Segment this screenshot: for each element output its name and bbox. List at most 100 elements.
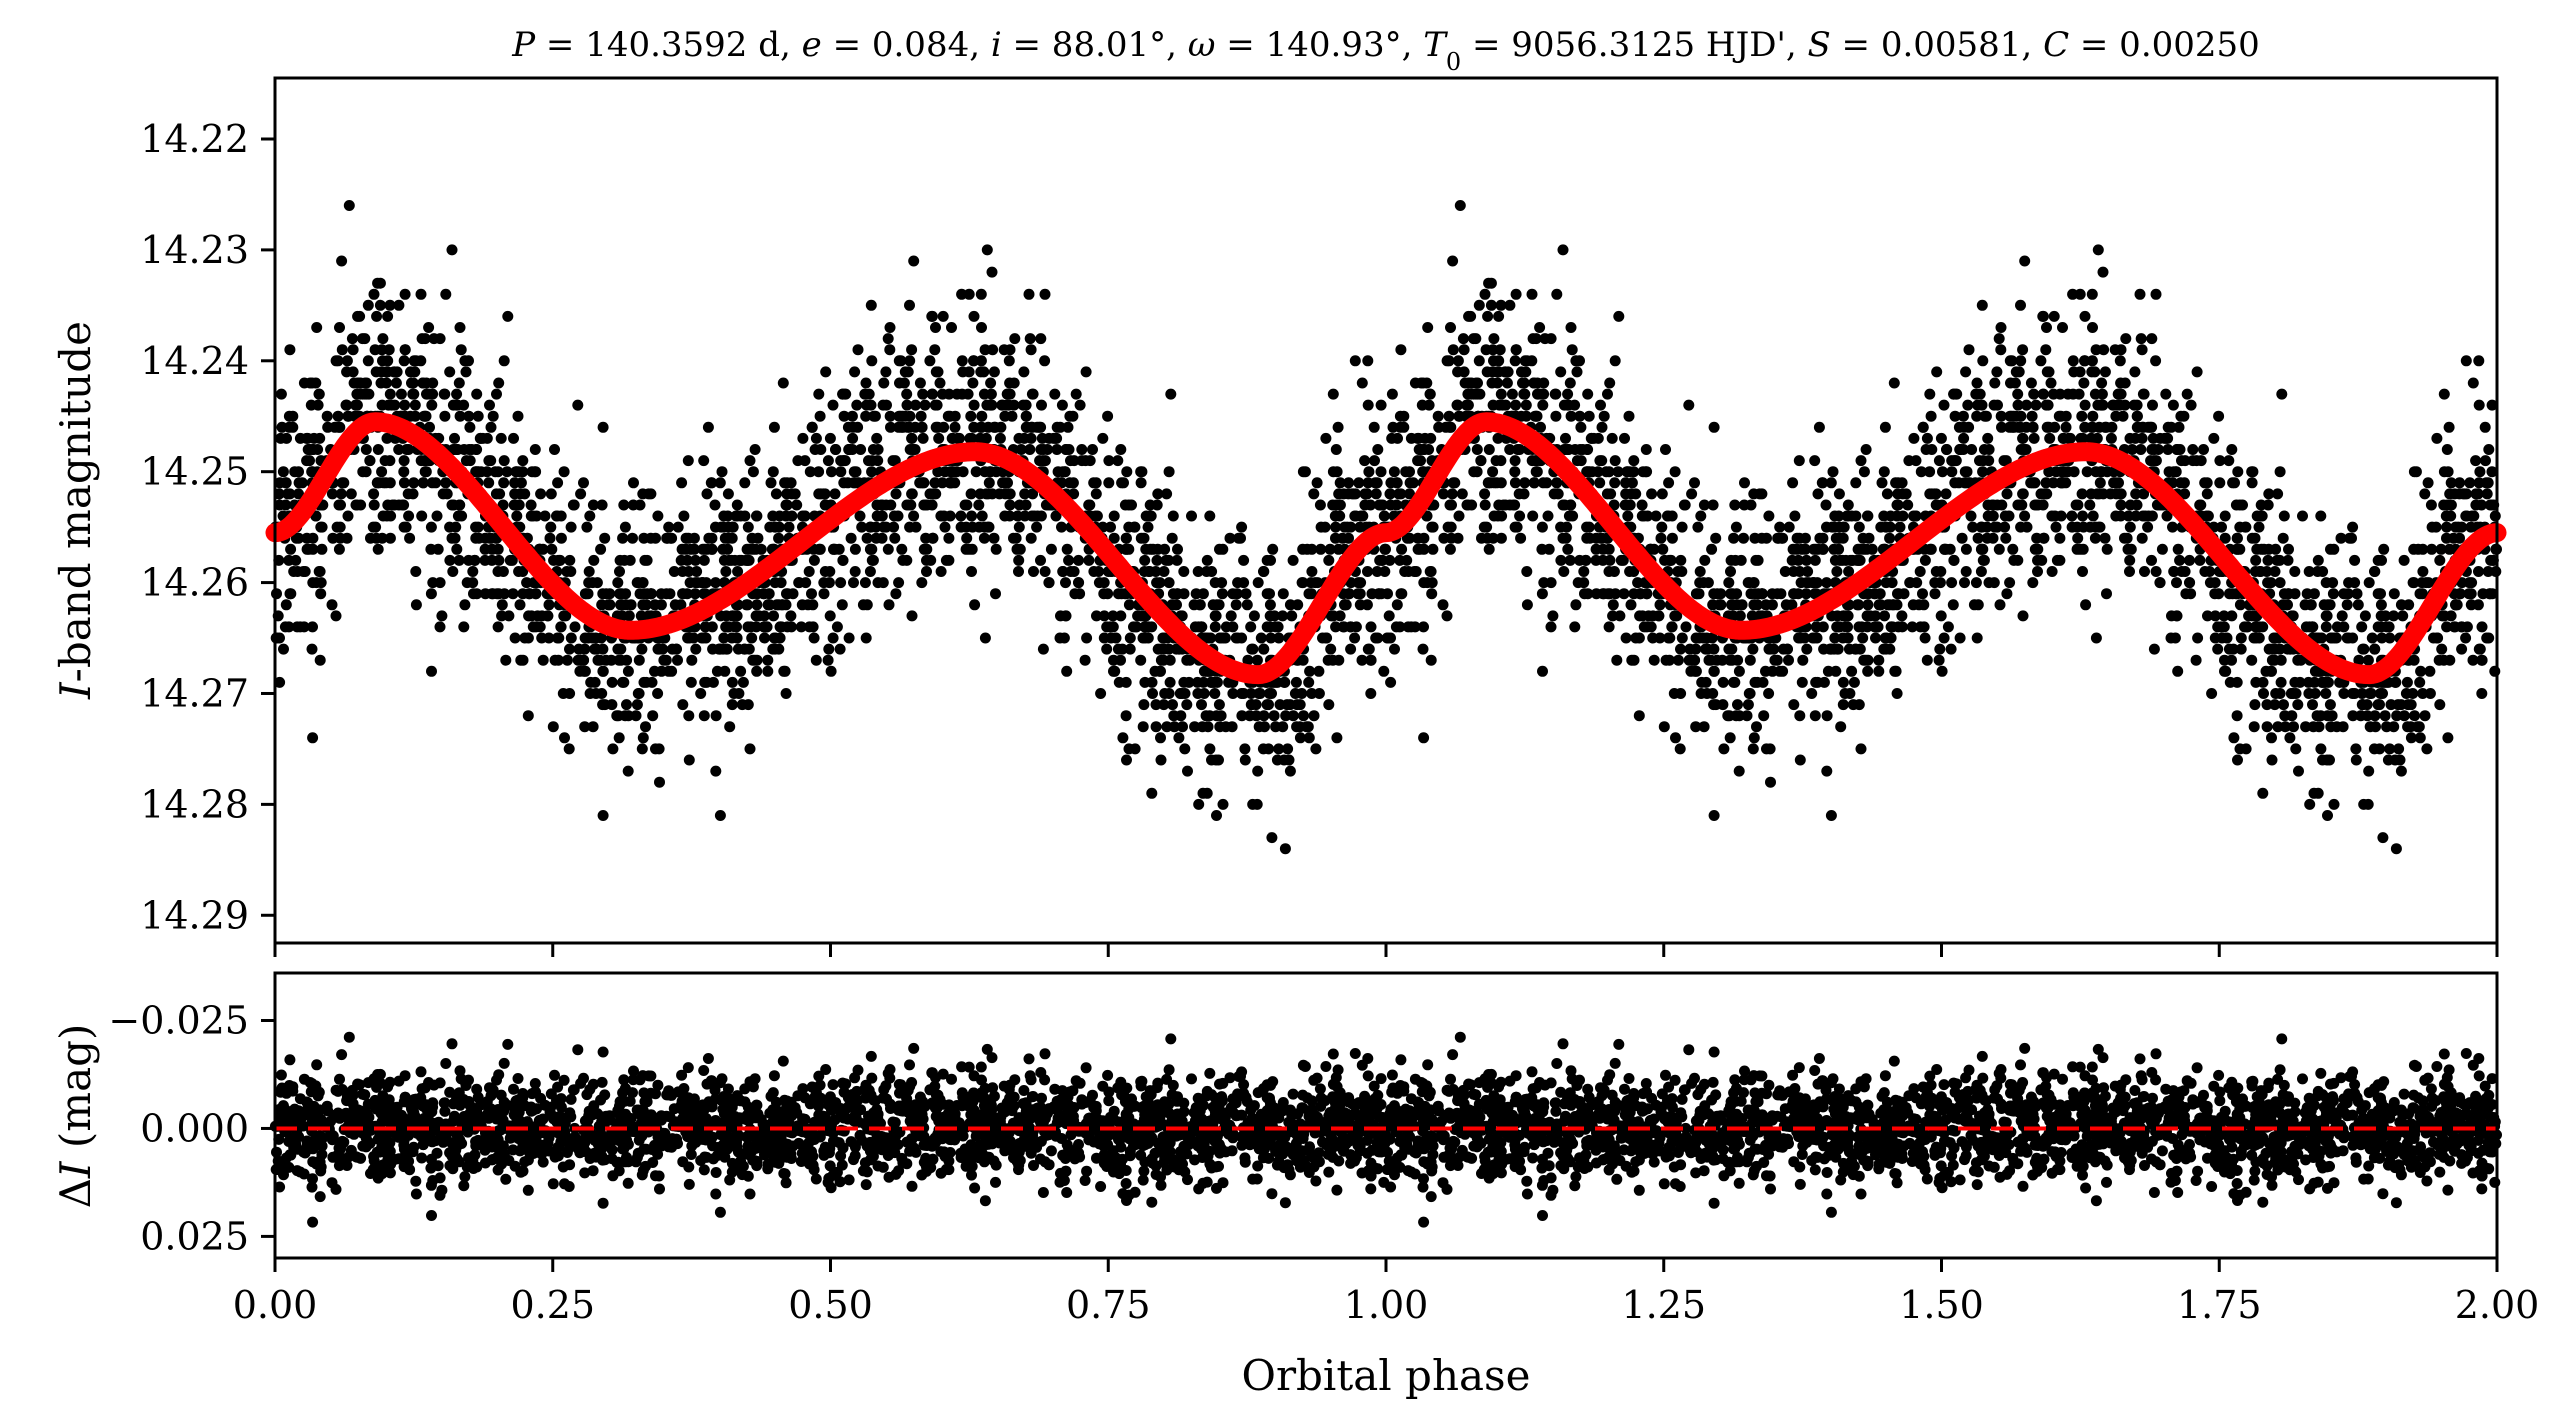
light-curve-point — [1733, 710, 1745, 722]
light-curve-point — [1138, 699, 1150, 711]
light-curve-point — [1935, 432, 1947, 444]
light-curve-point — [330, 610, 342, 622]
light-curve-point — [1433, 421, 1445, 433]
light-curve-point — [670, 643, 682, 655]
light-curve-point — [1660, 654, 1672, 666]
light-curve-point — [2307, 621, 2319, 633]
light-curve-point — [1693, 632, 1705, 644]
light-curve-point — [1765, 776, 1776, 788]
light-curve-point — [2174, 444, 2186, 455]
light-curve-point — [2057, 322, 2068, 333]
light-curve-point — [1532, 388, 1543, 400]
light-curve-point — [1830, 532, 1842, 544]
light-curve-point — [434, 621, 446, 633]
light-curve-point — [1458, 366, 1470, 378]
light-curve-point — [2032, 554, 2043, 566]
light-curve-point — [1487, 466, 1499, 478]
light-curve-point — [622, 765, 634, 777]
light-curve-point — [1482, 310, 1494, 322]
light-curve-point — [419, 410, 431, 422]
light-curve-point — [793, 577, 805, 589]
light-curve-point — [1781, 643, 1793, 655]
light-curve-point — [2185, 588, 2197, 600]
light-curve-point — [410, 566, 422, 577]
light-curve-point — [2420, 577, 2432, 589]
light-curve-point — [1892, 499, 1904, 511]
light-curve-point — [654, 776, 665, 788]
light-curve-point — [1840, 621, 1852, 633]
light-curve-point — [492, 566, 504, 577]
light-curve-point — [2226, 654, 2237, 666]
light-curve-point — [1015, 444, 1027, 455]
light-curve-point — [1008, 377, 1020, 389]
light-curve-point — [884, 410, 896, 422]
light-curve-point — [2253, 632, 2265, 644]
light-curve-point — [1297, 543, 1309, 555]
light-curve-point — [2134, 288, 2146, 300]
light-curve-point — [2119, 377, 2131, 389]
light-curve-point — [1569, 621, 1581, 633]
light-curve-point — [2489, 665, 2501, 677]
light-curve-point — [880, 366, 892, 378]
light-curve-point — [2081, 466, 2093, 478]
light-curve-point — [1900, 488, 1912, 500]
light-curve-point — [676, 477, 688, 489]
light-curve-point — [1991, 366, 2003, 378]
light-curve-point — [2347, 710, 2359, 722]
light-curve-point — [475, 432, 487, 444]
light-curve-point — [1534, 322, 1546, 333]
light-curve-point — [552, 477, 564, 489]
light-curve-point — [604, 588, 616, 600]
light-curve-point — [1168, 721, 1180, 733]
light-curve-point — [1831, 643, 1843, 655]
light-curve-point — [1761, 532, 1772, 544]
light-curve-point — [2388, 588, 2400, 600]
light-curve-point — [1142, 632, 1154, 644]
light-curve-point — [701, 488, 713, 500]
light-curve-point — [1117, 732, 1129, 744]
light-curve-point — [1690, 721, 1702, 733]
light-curve-point — [381, 377, 392, 389]
light-curve-point — [901, 388, 913, 400]
light-curve-point — [1699, 554, 1711, 566]
light-curve-point — [1625, 599, 1637, 611]
light-curve-point — [963, 543, 975, 555]
light-curve-point — [1120, 532, 1132, 544]
light-curve-point — [1660, 444, 1671, 455]
light-curve-point — [2356, 621, 2368, 633]
light-curve-point — [1013, 432, 1025, 444]
light-curve-point — [2417, 688, 2429, 699]
light-curve-point — [998, 344, 1010, 356]
light-curve-point — [1331, 732, 1343, 744]
light-curve-point — [310, 377, 322, 389]
light-curve-point — [612, 577, 624, 589]
light-curve-point — [990, 543, 1002, 555]
light-curve-point — [1353, 477, 1365, 489]
light-curve-point — [1209, 676, 1220, 688]
light-curve-point — [2234, 743, 2246, 755]
light-curve-point — [446, 244, 458, 256]
light-curve-point — [1483, 543, 1495, 555]
light-curve-point — [1738, 499, 1750, 511]
light-curve-point — [579, 588, 591, 600]
light-curve-point — [1946, 466, 1958, 478]
light-curve-point — [1891, 510, 1903, 522]
light-curve-point — [678, 510, 690, 522]
light-curve-point — [2184, 577, 2196, 589]
light-curve-point — [2072, 532, 2084, 544]
light-curve-point — [1648, 654, 1660, 666]
light-curve-point — [587, 721, 599, 733]
light-curve-point — [313, 388, 325, 400]
light-curve-point — [2297, 510, 2308, 522]
light-curve-point — [825, 665, 837, 677]
light-curve-point — [1967, 521, 1979, 533]
light-curve-point — [1103, 455, 1115, 467]
light-curve-point — [1091, 610, 1102, 622]
light-curve-point — [2428, 632, 2439, 644]
light-curve-point — [1783, 521, 1795, 533]
light-curve-point — [1811, 577, 1823, 589]
light-curve-point — [597, 699, 609, 711]
light-curve-point — [1596, 421, 1608, 433]
light-curve-point — [336, 344, 348, 356]
light-curve-point — [1161, 488, 1173, 500]
